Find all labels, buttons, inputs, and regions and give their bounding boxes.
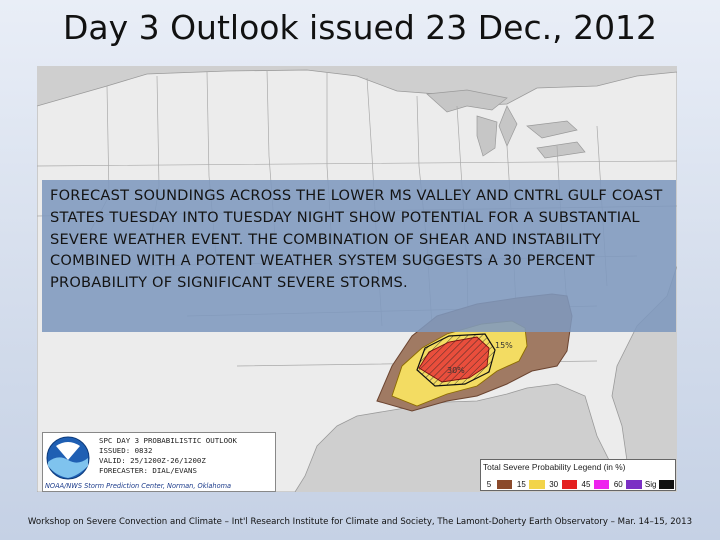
legend-item-label: Sig <box>644 480 657 489</box>
slide-footer: Workshop on Severe Convection and Climat… <box>27 517 693 527</box>
legend-swatch <box>658 480 674 489</box>
legend-item-label: 15 <box>516 480 526 489</box>
info-credit: NOAA/NWS Storm Prediction Center, Norman… <box>45 482 232 490</box>
legend-swatch <box>497 480 513 489</box>
info-forecaster: FORECASTER: DIAL/EVANS <box>99 466 197 475</box>
legend-item: 45 <box>578 478 610 491</box>
outlook-info-box: SPC DAY 3 PROBABILISTIC OUTLOOK ISSUED: … <box>42 432 276 492</box>
legend-title: Total Severe Probability Legend (in %) <box>483 462 626 472</box>
info-issued: ISSUED: 0832 <box>99 446 153 455</box>
legend-item: 30 <box>546 478 578 491</box>
legend-item-label: 45 <box>581 480 591 489</box>
probability-legend: Total Severe Probability Legend (in %) 5… <box>480 459 676 491</box>
significant-severe-area <box>416 333 496 387</box>
legend-row: 5 15 30 45 60 Sig <box>481 478 675 491</box>
discussion-text-overlay: FORECAST SOUNDINGS ACROSS THE LOWER MS V… <box>42 180 676 332</box>
legend-item: 15 <box>513 478 545 491</box>
contour-label-15: 15% <box>495 341 513 350</box>
discussion-text: FORECAST SOUNDINGS ACROSS THE LOWER MS V… <box>50 187 663 292</box>
contour-label-30: 30% <box>447 366 465 375</box>
legend-swatch <box>561 480 577 489</box>
legend-swatch <box>593 480 610 489</box>
info-product-name: SPC DAY 3 PROBABILISTIC OUTLOOK <box>99 436 237 445</box>
noaa-logo-icon <box>46 436 90 480</box>
legend-item-label: 30 <box>549 480 559 489</box>
legend-item-label: 5 <box>486 480 492 489</box>
legend-item-label: 60 <box>613 480 623 489</box>
legend-item: Sig <box>643 478 675 491</box>
info-valid: VALID: 25/1200Z-26/1200Z <box>99 456 206 465</box>
slide-title: Day 3 Outlook issued 23 Dec., 2012 <box>62 8 658 47</box>
legend-item: 5 <box>481 478 513 491</box>
legend-swatch <box>626 480 642 489</box>
legend-swatch <box>529 480 545 489</box>
legend-item: 60 <box>610 478 642 491</box>
